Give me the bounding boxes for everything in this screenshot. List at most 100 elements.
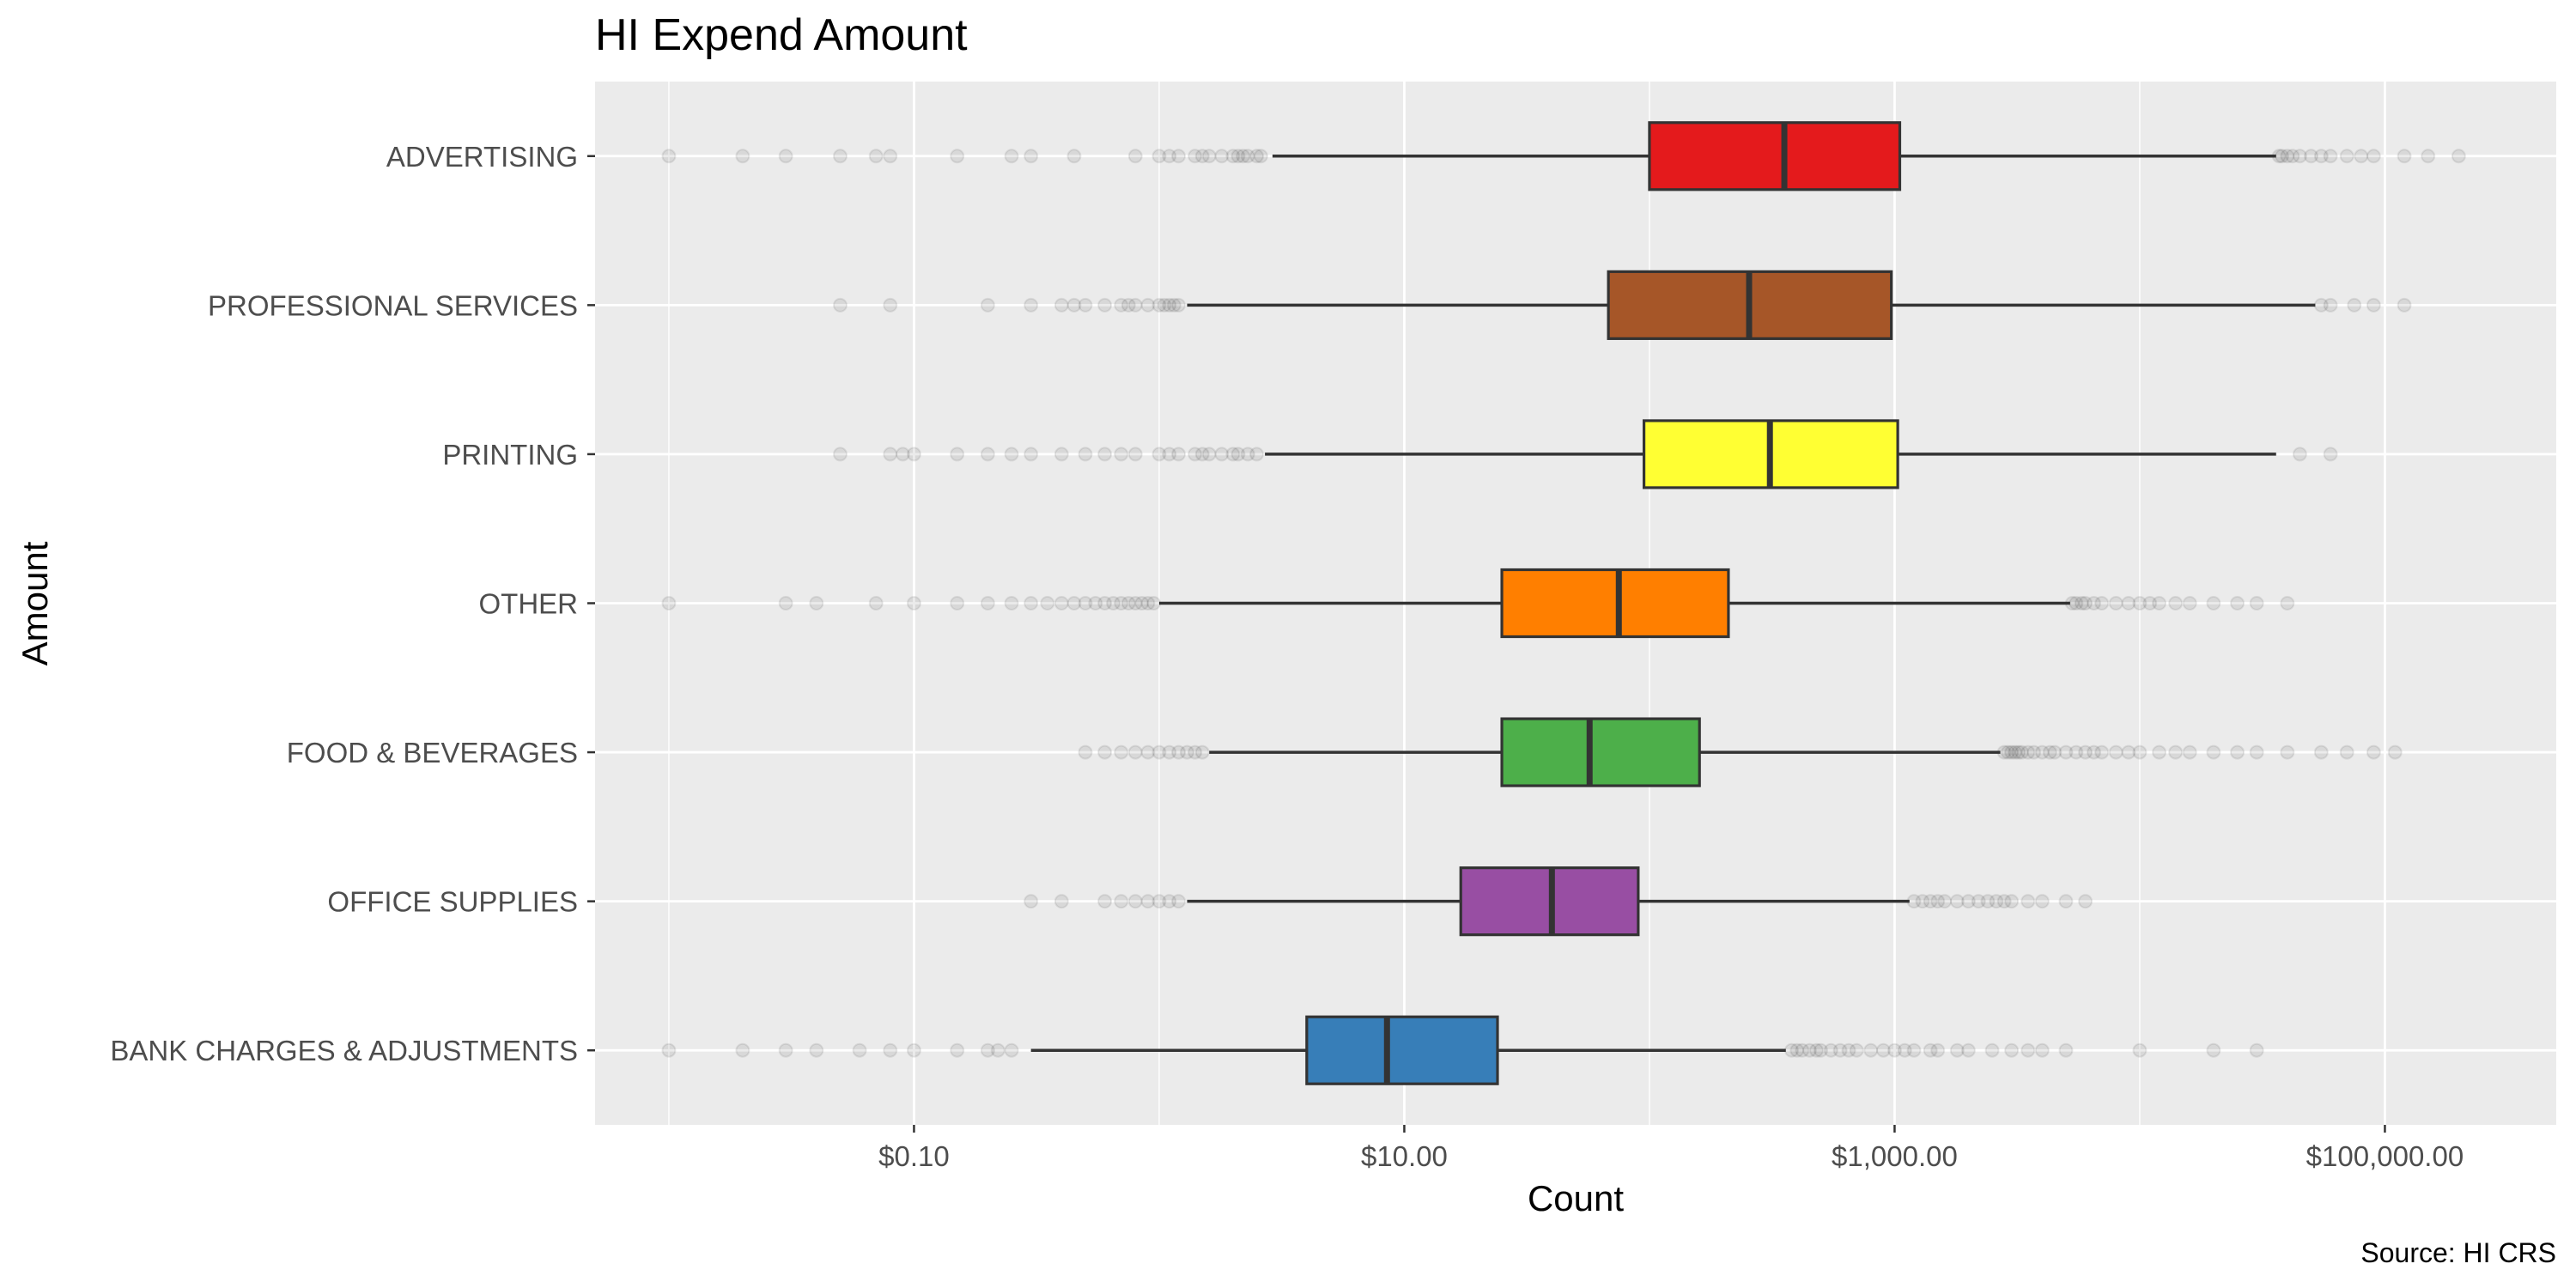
outlier-point bbox=[1066, 297, 1082, 313]
outlier-point bbox=[1024, 447, 1039, 462]
outlier-point bbox=[1114, 596, 1129, 611]
outlier-point bbox=[1162, 894, 1177, 909]
outlier-point bbox=[2397, 297, 2412, 313]
outlier-point bbox=[1253, 149, 1268, 164]
outlier-point bbox=[1140, 596, 1156, 611]
outlier-point bbox=[1201, 447, 1217, 462]
outlier-point bbox=[1157, 297, 1172, 313]
outlier-point bbox=[1097, 297, 1113, 313]
outlier-point bbox=[1127, 297, 1143, 313]
outlier-point bbox=[1225, 447, 1241, 462]
outlier-point bbox=[906, 447, 921, 462]
outlier-point bbox=[2008, 744, 2023, 760]
outlier-point bbox=[1808, 1042, 1824, 1058]
outlier-point bbox=[1127, 894, 1143, 909]
outlier-point bbox=[1066, 149, 1082, 164]
outlier-point bbox=[852, 1042, 867, 1058]
outlier-point bbox=[2026, 744, 2042, 760]
outlier-point bbox=[980, 447, 995, 462]
outlier-point bbox=[1179, 744, 1194, 760]
outlier-point bbox=[1989, 894, 2004, 909]
outlier-point bbox=[1004, 447, 1019, 462]
outlier-point bbox=[1114, 297, 1129, 313]
outlier-point bbox=[2004, 1042, 2020, 1058]
y-axis-title: Amount bbox=[15, 541, 55, 665]
outlier-point bbox=[1151, 149, 1167, 164]
outlier-point bbox=[2421, 149, 2436, 164]
outlier-point bbox=[1114, 894, 1129, 909]
outlier-point bbox=[1140, 894, 1156, 909]
outlier-point bbox=[1054, 447, 1069, 462]
outlier-point bbox=[2280, 744, 2295, 760]
outlier-point bbox=[1127, 744, 1143, 760]
outlier-point bbox=[883, 297, 898, 313]
outlier-point bbox=[735, 1042, 750, 1058]
outlier-point bbox=[1004, 596, 1019, 611]
outlier-point bbox=[2313, 149, 2329, 164]
outlier-point bbox=[2292, 149, 2307, 164]
outlier-point bbox=[809, 1042, 824, 1058]
outlier-point bbox=[1162, 447, 1177, 462]
y-tick-label: PRINTING bbox=[442, 439, 578, 471]
outlier-point bbox=[2034, 744, 2050, 760]
outlier-point bbox=[735, 149, 750, 164]
outlier-point bbox=[950, 149, 965, 164]
outlier-point bbox=[1088, 596, 1103, 611]
outlier-point bbox=[2108, 744, 2123, 760]
outlier-point bbox=[2132, 596, 2148, 611]
outlier-point bbox=[2206, 744, 2221, 760]
outlier-point bbox=[2230, 596, 2245, 611]
x-tick-label: $0.10 bbox=[878, 1140, 950, 1172]
outlier-point bbox=[2182, 596, 2197, 611]
box-group bbox=[1024, 866, 2093, 937]
outlier-point bbox=[2058, 1042, 2074, 1058]
outlier-point bbox=[1004, 1042, 1019, 1058]
outlier-point bbox=[833, 297, 848, 313]
outlier-point bbox=[2034, 1042, 2050, 1058]
outlier-point bbox=[2047, 744, 2063, 760]
outlier-point bbox=[2285, 149, 2300, 164]
outlier-point bbox=[1960, 894, 1976, 909]
outlier-point bbox=[1930, 1042, 1946, 1058]
outlier-point bbox=[1166, 297, 1182, 313]
boxes-layer bbox=[661, 121, 2466, 1085]
outlier-point bbox=[1078, 596, 1093, 611]
outlier-point bbox=[2121, 596, 2136, 611]
outlier-point bbox=[906, 596, 921, 611]
outlier-point bbox=[1171, 149, 1187, 164]
outlier-point bbox=[2069, 744, 2084, 760]
outlier-point bbox=[2249, 1042, 2264, 1058]
x-tick-label: $100,000.00 bbox=[2306, 1140, 2464, 1172]
outlier-point bbox=[1151, 744, 1167, 760]
outlier-point bbox=[2339, 149, 2354, 164]
outlier-point bbox=[1194, 744, 1210, 760]
outlier-point bbox=[1236, 149, 1251, 164]
outlier-point bbox=[1194, 149, 1210, 164]
outlier-point bbox=[1171, 894, 1187, 909]
outlier-point bbox=[778, 1042, 793, 1058]
outlier-point bbox=[2087, 744, 2102, 760]
outlier-point bbox=[1171, 744, 1187, 760]
outlier-point bbox=[1140, 744, 1156, 760]
outlier-point bbox=[868, 596, 884, 611]
outlier-point bbox=[1066, 596, 1082, 611]
outlier-point bbox=[980, 596, 995, 611]
outlier-point bbox=[2004, 744, 2020, 760]
outlier-point bbox=[1980, 894, 1996, 909]
outlier-point bbox=[1127, 149, 1143, 164]
outlier-point bbox=[1151, 447, 1167, 462]
outlier-point bbox=[1024, 149, 1039, 164]
outlier-point bbox=[2347, 297, 2362, 313]
outlier-point bbox=[1024, 297, 1039, 313]
y-tick-label: ADVERTISING bbox=[386, 141, 578, 173]
outlier-point bbox=[1801, 1042, 1817, 1058]
outlier-point bbox=[2011, 744, 2026, 760]
outlier-point bbox=[1078, 744, 1093, 760]
outlier-point bbox=[1814, 1042, 1828, 1058]
outlier-point bbox=[1162, 149, 1177, 164]
outlier-point bbox=[1127, 447, 1143, 462]
box-iqr bbox=[1305, 1015, 1499, 1085]
outlier-point bbox=[2168, 596, 2184, 611]
box-group bbox=[661, 121, 2466, 191]
y-tick-label: FOOD & BEVERAGES bbox=[287, 737, 578, 769]
